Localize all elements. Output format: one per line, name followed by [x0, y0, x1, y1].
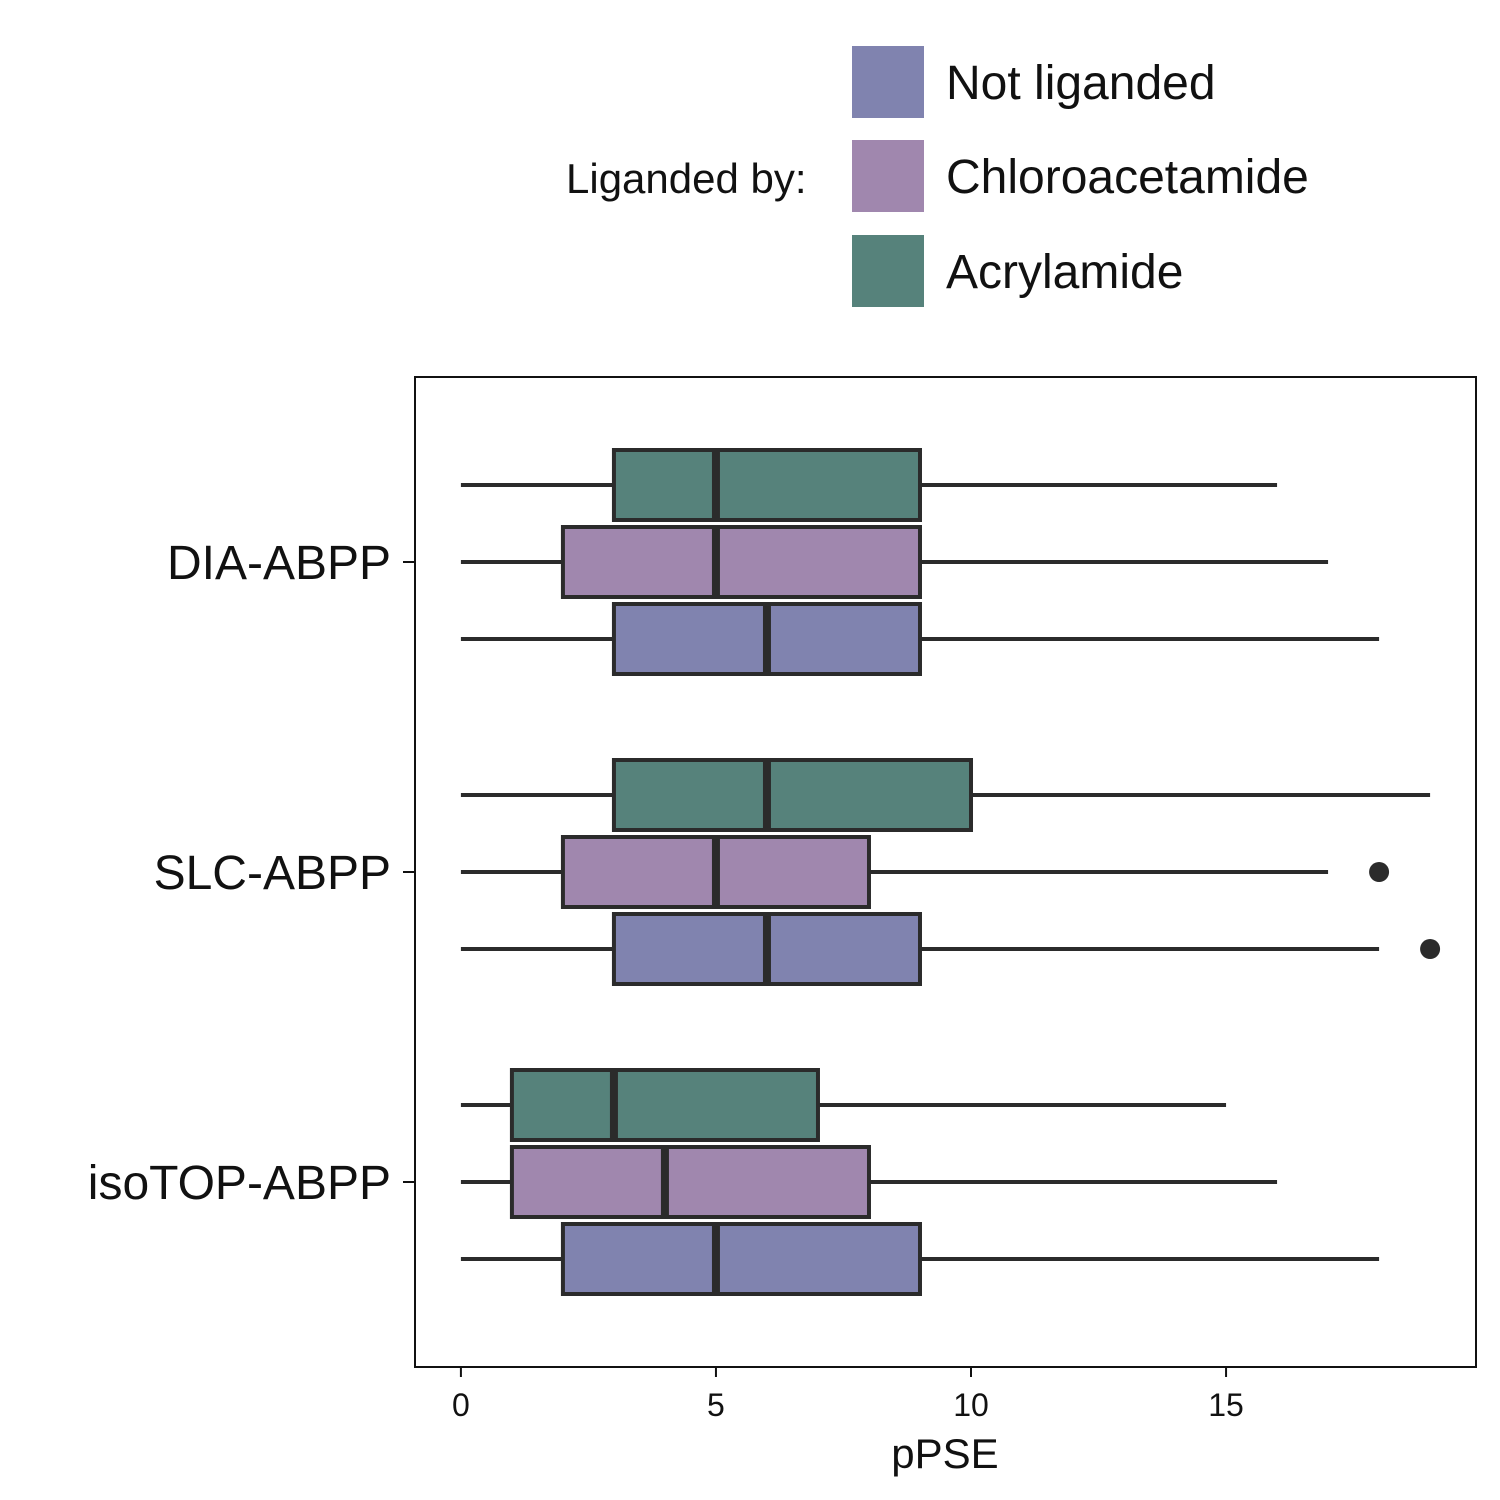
- box-group-isotop-abpp-chloroacetamide: [460, 1145, 1278, 1219]
- y-axis: DIA-ABPP SLC-ABPP isoTOP-ABPP: [88, 537, 415, 1210]
- legend-label-not-liganded: Not liganded: [946, 57, 1216, 110]
- legend-item-acrylamide: Acrylamide: [852, 235, 1412, 307]
- x-axis-title: pPSE: [891, 1430, 998, 1477]
- box-isotop-abpp-acrylamide: [509, 1068, 820, 1142]
- box-group-dia-abpp-acrylamide: [460, 448, 1278, 522]
- box-group-slc-abpp-acrylamide: [460, 758, 1431, 832]
- legend-swatch-acrylamide: [852, 235, 924, 307]
- legend-label-chloroacetamide: Chloroacetamide: [946, 151, 1309, 204]
- y-tick-label-dia-abpp: DIA-ABPP: [167, 537, 391, 590]
- box-isotop-abpp-not-liganded: [560, 1222, 922, 1296]
- box-group-slc-abpp-chloroacetamide: [460, 835, 1390, 909]
- x-axis: 0 5 10 15: [452, 1367, 1244, 1423]
- legend-item-chloroacetamide: Chloroacetamide: [852, 140, 1412, 212]
- legend-title: Liganded by:: [566, 155, 807, 202]
- x-tick-label-10: 10: [953, 1387, 989, 1423]
- box-group-dia-abpp-chloroacetamide: [460, 525, 1329, 599]
- legend-swatch-chloroacetamide: [852, 140, 924, 212]
- y-tick-label-slc-abpp: SLC-ABPP: [154, 847, 391, 900]
- outlier-point-slc-abpp-chloroacetamide-0: [1369, 862, 1390, 882]
- box-dia-abpp-acrylamide: [611, 448, 922, 522]
- box-group-isotop-abpp-not-liganded: [460, 1222, 1380, 1296]
- box-group-dia-abpp-not-liganded: [460, 602, 1380, 676]
- box-isotop-abpp-chloroacetamide: [509, 1145, 871, 1219]
- legend-label-acrylamide: Acrylamide: [946, 246, 1184, 299]
- x-tick-label-5: 5: [707, 1387, 725, 1423]
- box-slc-abpp-acrylamide: [611, 758, 974, 832]
- box-group-slc-abpp-not-liganded: [460, 912, 1441, 986]
- outlier-point-slc-abpp-not-liganded-0: [1420, 939, 1441, 959]
- box-group-isotop-abpp-acrylamide: [460, 1068, 1227, 1142]
- x-tick-label-15: 15: [1208, 1387, 1244, 1423]
- x-tick-label-0: 0: [452, 1387, 470, 1423]
- box-dia-abpp-chloroacetamide: [560, 525, 922, 599]
- y-tick-label-isotop-abpp: isoTOP-ABPP: [88, 1157, 391, 1210]
- legend-item-not-liganded: Not liganded: [852, 46, 1412, 118]
- boxes-layer: [460, 448, 1441, 1296]
- legend-swatch-not-liganded: [852, 46, 924, 118]
